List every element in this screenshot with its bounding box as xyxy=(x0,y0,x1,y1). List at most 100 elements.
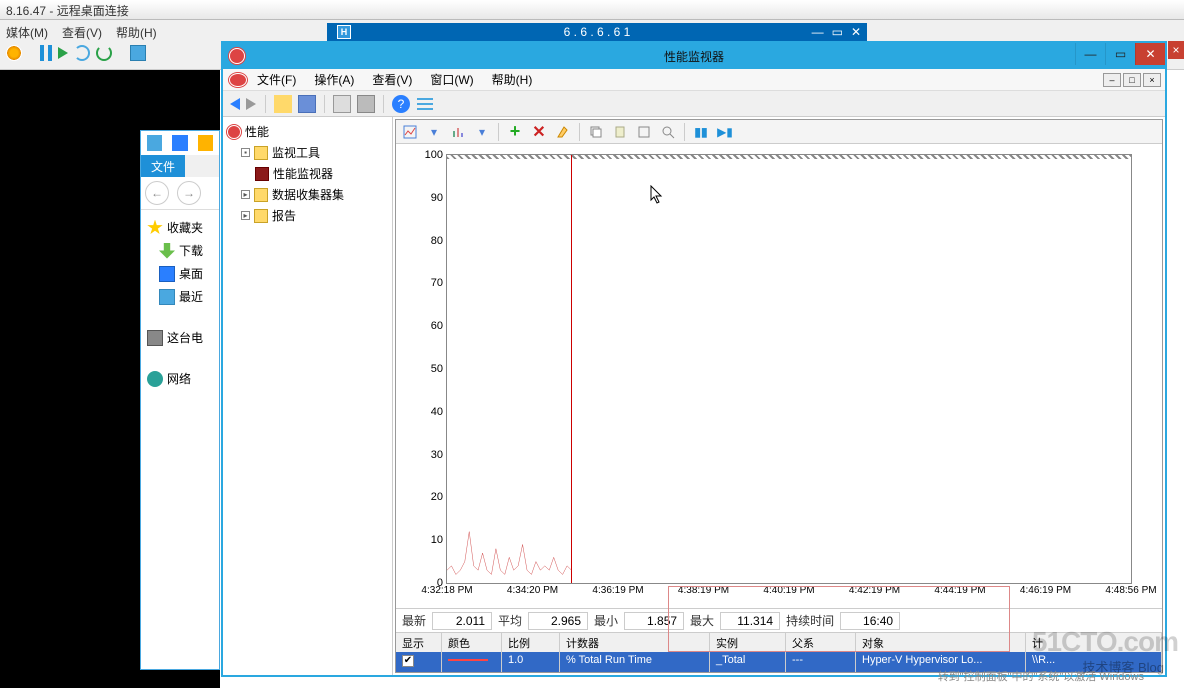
tree-montools[interactable]: ▪监视工具 xyxy=(227,142,388,163)
hdr-parent[interactable]: 父系 xyxy=(786,633,856,652)
explorer-ribbon-tabs: 文件 xyxy=(141,155,219,177)
tree-recent[interactable]: 最近 xyxy=(145,285,215,308)
right-close-strip[interactable]: × xyxy=(1168,41,1184,59)
qat-icon-1[interactable] xyxy=(147,135,162,151)
refresh-icon[interactable] xyxy=(96,45,112,61)
menu-view[interactable]: 查看(V) xyxy=(62,24,102,41)
remove-counter-button[interactable]: ✕ xyxy=(529,122,549,142)
menu-window[interactable]: 窗口(W) xyxy=(422,69,481,90)
nav-fwd-icon[interactable]: → xyxy=(177,181,201,205)
highlight-button[interactable] xyxy=(553,122,573,142)
mdi-max-button[interactable]: □ xyxy=(1123,73,1141,87)
list-icon[interactable] xyxy=(416,95,434,113)
menu-media[interactable]: 媒体(M) xyxy=(6,24,48,41)
dropdown-icon[interactable]: ▾ xyxy=(472,122,492,142)
conn-min-icon[interactable]: — xyxy=(812,25,824,39)
chart-style-button[interactable] xyxy=(448,122,468,142)
print-icon[interactable] xyxy=(357,95,375,113)
tree-reports[interactable]: ▸报告 xyxy=(227,205,388,226)
legend-checkbox[interactable]: ✔ xyxy=(402,655,414,667)
forward-icon[interactable] xyxy=(246,98,257,110)
qat-icon-2[interactable] xyxy=(172,135,187,151)
x-tick-label: 4:42:19 PM xyxy=(849,583,900,596)
tree-root[interactable]: 性能 xyxy=(227,121,388,142)
qat-icon-3[interactable] xyxy=(198,135,213,151)
perfmon-menubar: 文件(F) 操作(A) 查看(V) 窗口(W) 帮助(H) – □ × xyxy=(223,69,1165,91)
view-type-button[interactable] xyxy=(400,122,420,142)
hdr-instance[interactable]: 实例 xyxy=(710,633,786,652)
add-counter-button[interactable]: + xyxy=(505,122,525,142)
chart-series xyxy=(447,155,1131,583)
stat-max-label: 最大 xyxy=(690,612,714,629)
tree-thispc[interactable]: 这台电 xyxy=(145,326,215,349)
y-tick-label: 60 xyxy=(431,320,447,332)
menu-view[interactable]: 查看(V) xyxy=(364,69,420,90)
tree-network[interactable]: 网络 xyxy=(145,367,215,390)
reset-icon[interactable] xyxy=(74,45,90,61)
stat-latest-value: 2.011 xyxy=(432,612,492,630)
back-icon[interactable] xyxy=(229,98,240,110)
expand-icon[interactable]: ▸ xyxy=(241,211,250,220)
menu-help[interactable]: 帮助(H) xyxy=(484,69,541,90)
properties-button[interactable] xyxy=(634,122,654,142)
paste-button[interactable] xyxy=(610,122,630,142)
expand-icon[interactable]: ▸ xyxy=(241,190,250,199)
monitor-icon[interactable] xyxy=(130,45,146,61)
save-icon[interactable] xyxy=(298,95,316,113)
download-icon xyxy=(159,243,175,259)
close-button[interactable]: ✕ xyxy=(1135,43,1165,65)
perfmon-tree: 性能 ▪监视工具 性能监视器 ▸数据收集器集 ▸报告 xyxy=(223,117,393,675)
x-tick-label: 4:38:19 PM xyxy=(678,583,729,596)
freeze-button[interactable]: ▮▮ xyxy=(691,122,711,142)
stat-avg-label: 平均 xyxy=(498,612,522,629)
tree-perfmon[interactable]: 性能监视器 xyxy=(227,163,388,184)
mdi-min-button[interactable]: – xyxy=(1103,73,1121,87)
mdi-close-button[interactable]: × xyxy=(1143,73,1161,87)
explorer-tree: 收藏夹 下载 桌面 最近 这台电 网络 xyxy=(141,210,219,396)
open-icon[interactable] xyxy=(274,95,292,113)
y-tick-label: 70 xyxy=(431,277,447,289)
menu-action[interactable]: 操作(A) xyxy=(306,69,362,90)
tab-file[interactable]: 文件 xyxy=(141,155,185,177)
perfmon-title-text: 性能监视器 xyxy=(664,48,724,65)
tree-downloads[interactable]: 下载 xyxy=(145,239,215,262)
conn-close-icon[interactable]: ✕ xyxy=(851,25,861,39)
network-icon xyxy=(147,371,163,387)
legend-color-chip xyxy=(448,659,488,661)
x-tick-label: 4:34:20 PM xyxy=(507,583,558,596)
cd-icon[interactable] xyxy=(6,45,22,61)
y-tick-label: 50 xyxy=(431,363,447,375)
activation-text: 转到"控制面板"中的"系统"以激活 Windows xyxy=(938,668,1144,684)
menu-file[interactable]: 文件(F) xyxy=(249,69,304,90)
pause-icon[interactable] xyxy=(40,45,52,61)
minimize-button[interactable]: — xyxy=(1075,43,1105,65)
folder-icon xyxy=(254,209,268,223)
x-tick-label: 4:40:19 PM xyxy=(763,583,814,596)
update-button[interactable]: ▶▮ xyxy=(715,122,735,142)
tree-favorites[interactable]: 收藏夹 xyxy=(145,216,215,239)
zoom-button[interactable] xyxy=(658,122,678,142)
hdr-scale[interactable]: 比例 xyxy=(502,633,560,652)
collapse-icon[interactable]: ▪ xyxy=(241,148,250,157)
dropdown-icon[interactable]: ▾ xyxy=(424,122,444,142)
menu-help[interactable]: 帮助(H) xyxy=(116,24,157,41)
nav-back-icon[interactable]: ← xyxy=(145,181,169,205)
hdr-color[interactable]: 颜色 xyxy=(442,633,502,652)
hdr-counter[interactable]: 计数器 xyxy=(560,633,710,652)
connection-bar: H 6 . 6 . 6 . 6 1 — ▭ ✕ xyxy=(327,23,867,41)
legend-counter: % Total Run Time xyxy=(560,652,710,672)
hdr-show[interactable]: 显示 xyxy=(396,633,442,652)
props-icon[interactable] xyxy=(333,95,351,113)
x-tick-label: 4:48:56 PM xyxy=(1105,583,1156,596)
tree-datacollector[interactable]: ▸数据收集器集 xyxy=(227,184,388,205)
conn-max-icon[interactable]: ▭ xyxy=(832,25,843,39)
y-tick-label: 90 xyxy=(431,192,447,204)
help-icon[interactable]: ? xyxy=(392,95,410,113)
chart-area[interactable]: 01020304050607080901004:32:18 PM4:34:20 … xyxy=(396,144,1162,608)
tree-desktop[interactable]: 桌面 xyxy=(145,262,215,285)
hdr-object[interactable]: 对象 xyxy=(856,633,1026,652)
play-icon[interactable] xyxy=(58,47,68,59)
copy-button[interactable] xyxy=(586,122,606,142)
maximize-button[interactable]: ▭ xyxy=(1105,43,1135,65)
connection-ip: 6 . 6 . 6 . 6 1 xyxy=(564,25,631,39)
